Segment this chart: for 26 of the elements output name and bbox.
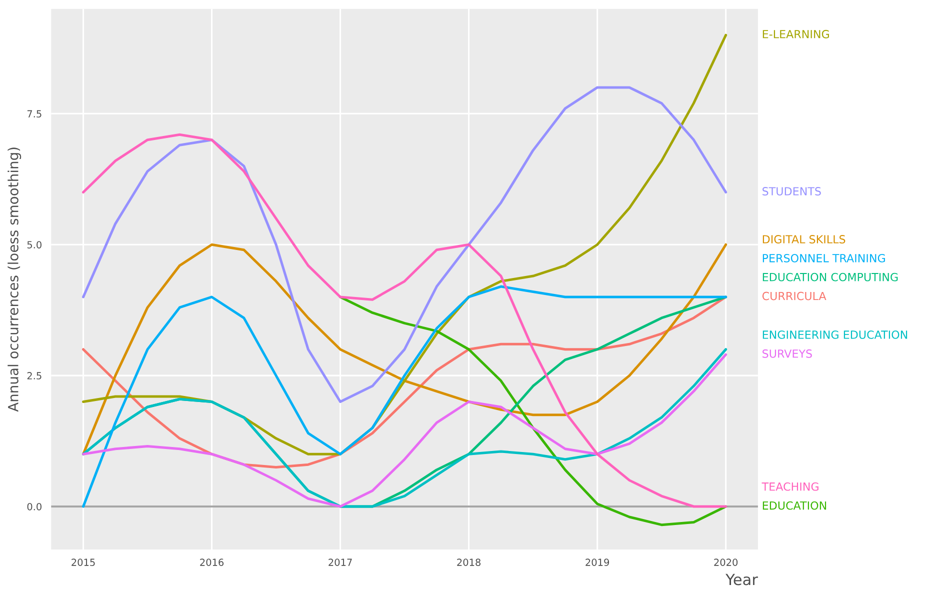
text: E-LEARNING xyxy=(762,30,829,38)
line-series xyxy=(82,243,728,456)
text: TEACHING xyxy=(762,482,818,491)
x-tick-label: 2020 xyxy=(714,558,738,566)
text: CURRICULA xyxy=(762,292,826,300)
x-tick-label: 2015 xyxy=(72,558,95,566)
x-tick-label: 2016 xyxy=(200,558,224,566)
y-axis-title: Annual occurrences (loess smoothing) xyxy=(8,148,22,412)
line-series xyxy=(82,133,728,508)
text: DIGITAL SKILLS xyxy=(762,235,846,244)
x-axis-title: Year xyxy=(726,574,758,586)
text: EDUCATION xyxy=(762,501,826,510)
x-tick-label: 2017 xyxy=(328,558,352,566)
text: ENGINEERING EDUCATION xyxy=(762,330,908,339)
x-tick-label: 2018 xyxy=(457,558,481,566)
y-tick-label: 7.5 xyxy=(27,110,42,118)
text: SURVEYS xyxy=(762,349,812,358)
text: EDUCATION COMPUTING xyxy=(762,272,898,282)
y-tick-label: 0.0 xyxy=(27,502,42,510)
line-series xyxy=(82,86,728,403)
y-tick-label: 5.0 xyxy=(27,241,42,248)
text: STUDENTS xyxy=(762,187,821,196)
x-tick-label: 2019 xyxy=(586,558,609,566)
line-series xyxy=(339,296,728,526)
y-tick-label: 2.5 xyxy=(27,372,42,380)
text: PERSONNEL TRAINING xyxy=(762,254,885,262)
